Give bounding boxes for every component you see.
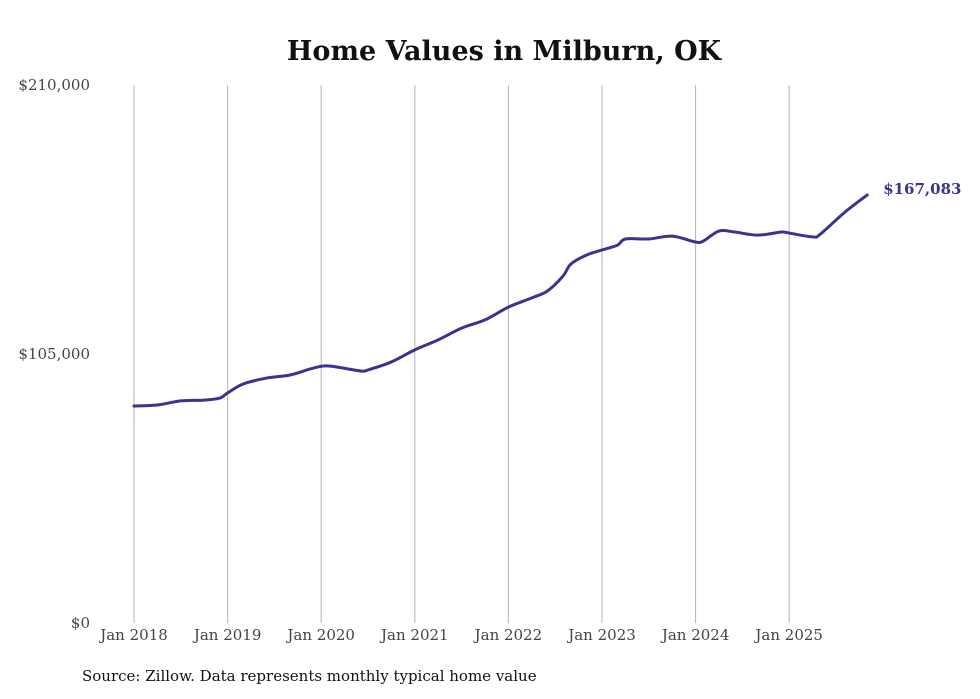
x-tick-label: Jan 2023 [566,626,636,644]
x-tick-label: Jan 2020 [285,626,355,644]
x-tick-label: Jan 2022 [473,626,543,644]
x-tick-label: Jan 2019 [192,626,262,644]
x-tick-label: Jan 2021 [379,626,449,644]
end-value-label: $167,083 [883,180,961,198]
x-tick-label: Jan 2024 [660,626,730,644]
chart-title: Home Values in Milburn, OK [287,36,723,67]
y-tick-label: $0 [71,614,90,632]
y-tick-label: $210,000 [18,76,90,94]
x-tick-label: Jan 2025 [753,626,823,644]
source-note: Source: Zillow. Data represents monthly … [82,667,537,685]
home-value-line [132,193,869,408]
y-tick-label: $105,000 [18,345,90,363]
x-tick-label: Jan 2018 [98,626,168,644]
